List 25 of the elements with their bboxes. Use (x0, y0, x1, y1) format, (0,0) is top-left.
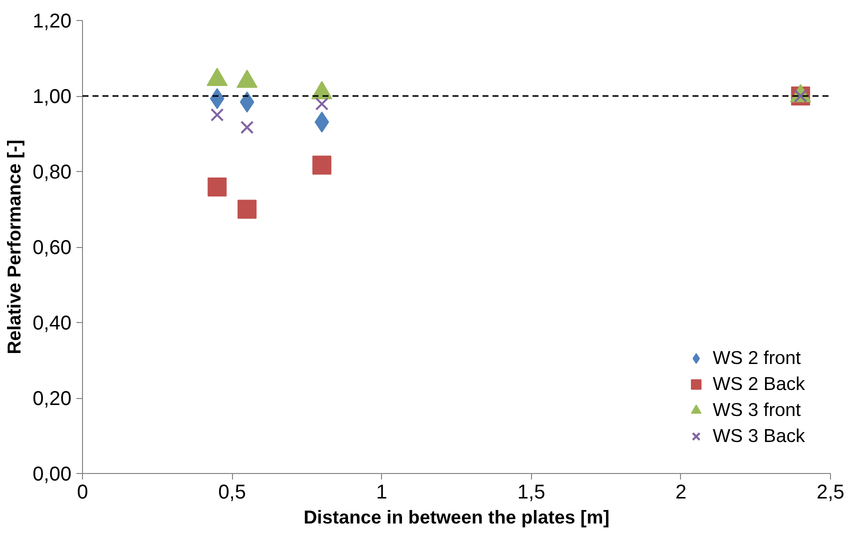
y-tick-label: 0,20 (32, 388, 72, 410)
x-tick-label: 1 (376, 482, 388, 504)
y-tick-label: 0,00 (32, 464, 72, 486)
x-tick-label: 1,5 (517, 482, 546, 504)
legend-label: WS 3 front (712, 399, 801, 421)
point (238, 200, 257, 219)
y-axis-title: Relative Performance [-] (4, 140, 25, 354)
x-tick-label: 2 (675, 482, 686, 504)
y-tick-label: 0,80 (32, 162, 72, 184)
point (208, 177, 227, 196)
point (240, 120, 254, 134)
point (210, 108, 224, 122)
x-tick-label: 0 (76, 482, 88, 504)
point (315, 97, 329, 111)
y-tick-label: 1,20 (32, 10, 72, 32)
y-tick-label: 0,60 (32, 237, 72, 259)
legend-label: WS 3 Back (712, 425, 805, 447)
y-tick-label: 1,00 (32, 86, 72, 108)
x-tick-label: 0,5 (218, 482, 246, 504)
x-tick-label: 2,5 (816, 482, 844, 504)
legend-label: WS 2 front (712, 347, 801, 369)
legend-label: WS 2 Back (712, 373, 805, 395)
x-axis-title: Distance in between the plates [m] (304, 506, 610, 528)
point (312, 156, 332, 175)
y-tick-label: 0,40 (32, 312, 72, 334)
